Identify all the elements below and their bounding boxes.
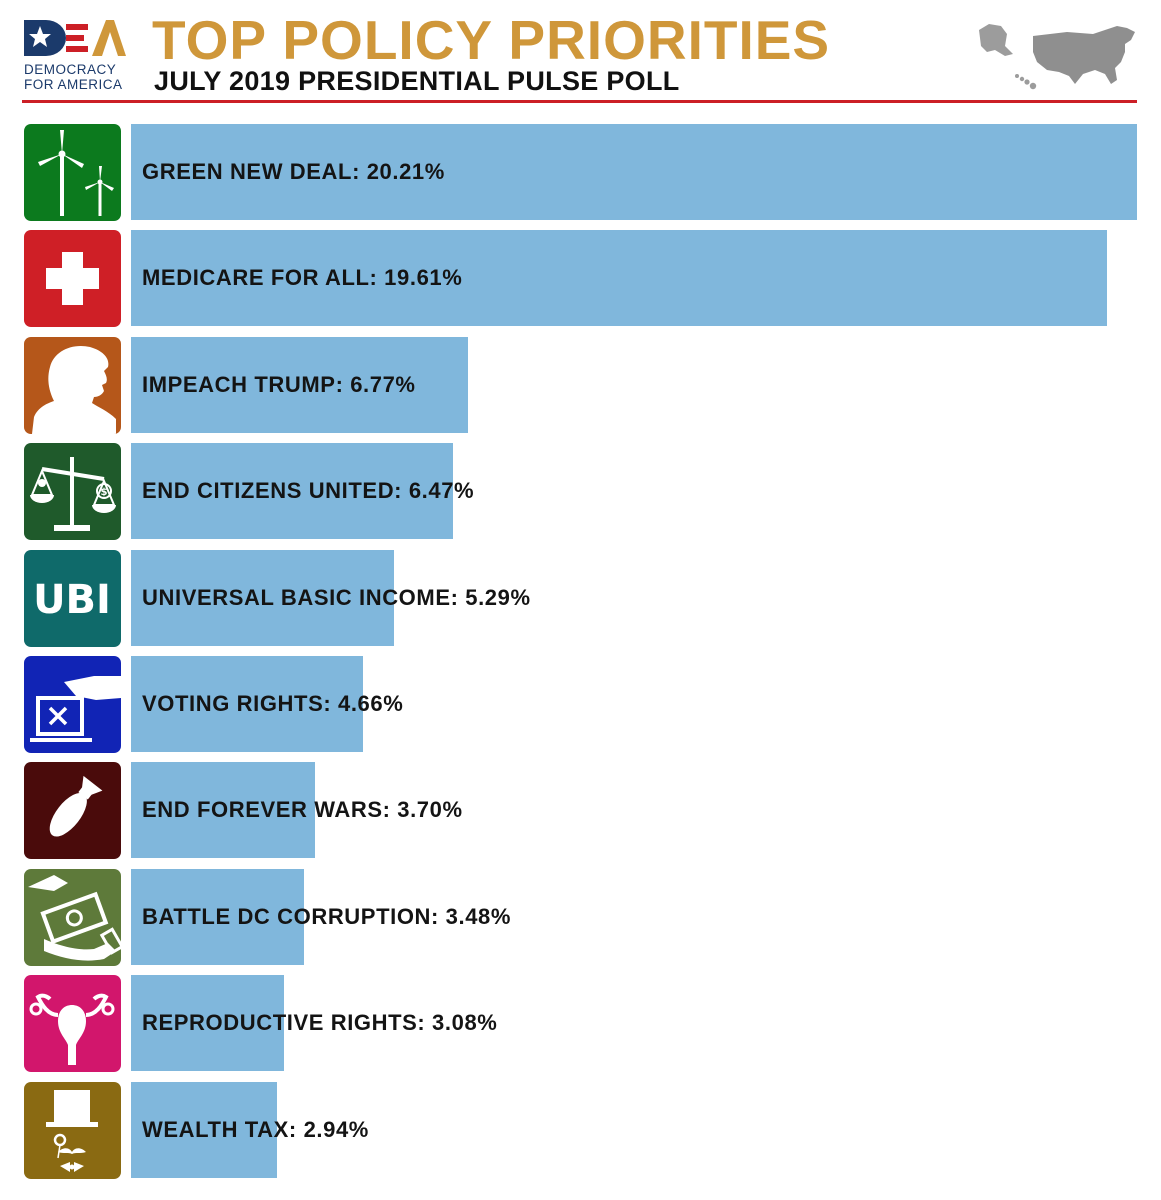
bar-label-medicare-for-all: MEDICARE FOR ALL: 19.61% [142, 265, 463, 290]
bar-label-wealth-tax: WEALTH TAX: 2.94% [142, 1117, 369, 1142]
ballot-box-icon [24, 656, 121, 753]
chart-title: TOP POLICY PRIORITIES [152, 9, 831, 71]
bar-end-forever-wars [131, 762, 315, 858]
medical-cross-icon [24, 230, 121, 327]
bar-end-citizens-united [131, 443, 453, 539]
bar-battle-dc-corruption [131, 869, 304, 965]
logo-line-democracy: DEMOCRACY [24, 62, 117, 77]
dfa-logo-mark-icon [24, 20, 126, 56]
bar-label-end-forever-wars: END FOREVER WARS: 3.70% [142, 797, 463, 822]
bar-label-impeach-trump: IMPEACH TRUMP: 6.77% [142, 372, 416, 397]
bar-label-battle-dc-corruption: BATTLE DC CORRUPTION: 3.48% [142, 904, 512, 929]
top-hat-monocle-icon [24, 1082, 121, 1179]
us-map-icon [979, 24, 1135, 90]
bar-medicare-for-all [131, 230, 1107, 326]
dfa-logo: DEMOCRACY FOR AMERICA [22, 16, 132, 96]
header: DEMOCRACY FOR AMERICA TOP POLICY PRIORIT… [0, 0, 1161, 110]
header-divider [22, 100, 1137, 103]
bar-voting-rights [131, 656, 363, 752]
bribe-money-icon [24, 869, 121, 966]
bar-label-green-new-deal: GREEN NEW DEAL: 20.21% [142, 159, 445, 184]
uterus-icon [24, 975, 121, 1072]
ubi-icon: UBI [24, 550, 121, 647]
bar-wealth-tax [131, 1082, 277, 1178]
scales-icon: $ [24, 443, 121, 540]
bar-label-end-citizens-united: END CITIZENS UNITED: 6.47% [142, 478, 475, 503]
bar-label-universal-basic-income: UNIVERSAL BASIC INCOME: 5.29% [142, 585, 531, 610]
chart-subtitle: JULY 2019 PRESIDENTIAL PULSE POLL [154, 66, 680, 96]
bomb-icon [24, 762, 121, 859]
svg-text:UBI: UBI [33, 577, 111, 623]
bar-impeach-trump [131, 337, 468, 433]
svg-text:$: $ [101, 487, 108, 498]
bar-label-voting-rights: VOTING RIGHTS: 4.66% [142, 691, 404, 716]
bar-label-reproductive-rights: REPRODUCTIVE RIGHTS: 3.08% [142, 1010, 498, 1035]
trump-silhouette-icon [24, 337, 121, 434]
bar-universal-basic-income [131, 550, 394, 646]
logo-line-for-america: FOR AMERICA [24, 77, 123, 92]
bar-reproductive-rights [131, 975, 284, 1071]
wind-turbine-icon [24, 124, 121, 221]
bar-green-new-deal [131, 124, 1137, 220]
